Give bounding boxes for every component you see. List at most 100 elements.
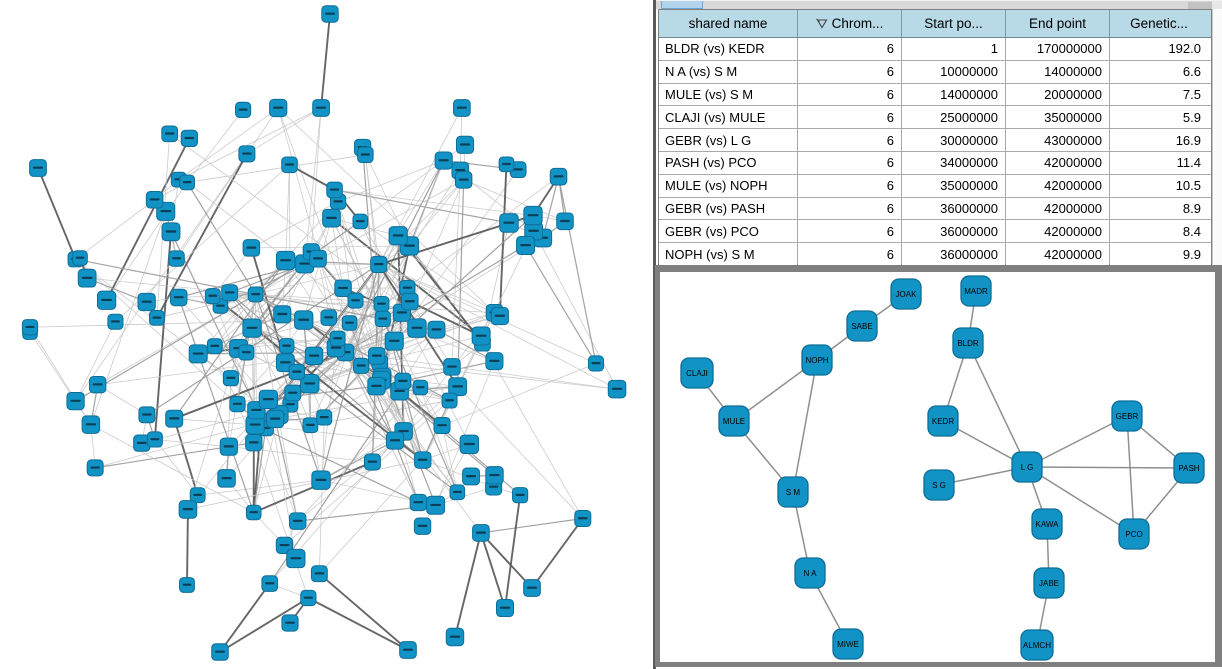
- network-node[interactable]: [302, 417, 319, 434]
- network-node[interactable]: [443, 358, 461, 376]
- network-node[interactable]: [399, 641, 417, 659]
- network-edge[interactable]: [319, 459, 424, 574]
- network-node[interactable]: [281, 156, 298, 174]
- network-edge[interactable]: [253, 414, 280, 513]
- network-edge[interactable]: [178, 107, 322, 180]
- table-row[interactable]: N A (vs) S M 6 10000000 14000000 6.6: [659, 60, 1211, 84]
- column-header[interactable]: Chrom...: [798, 10, 902, 37]
- network-node[interactable]: [29, 159, 47, 177]
- network-node[interactable]: [278, 338, 295, 354]
- network-node[interactable]: [454, 171, 473, 189]
- network-edge[interactable]: [504, 495, 522, 609]
- network-node[interactable]: [347, 292, 364, 309]
- network-edge[interactable]: [378, 264, 470, 445]
- network-node[interactable]: S M: [777, 476, 809, 508]
- network-node[interactable]: [412, 379, 429, 396]
- network-node[interactable]: [329, 330, 346, 347]
- network-edge[interactable]: [75, 259, 238, 405]
- network-edge[interactable]: [454, 532, 482, 638]
- network-node[interactable]: [574, 509, 592, 528]
- table-row[interactable]: NOPH (vs) S M 6 36000000 42000000 9.9: [659, 243, 1211, 265]
- network-node[interactable]: [86, 459, 104, 477]
- network-edge[interactable]: [409, 179, 464, 247]
- network-node[interactable]: [322, 208, 341, 228]
- network-edge[interactable]: [422, 459, 494, 488]
- network-edge[interactable]: [106, 182, 188, 301]
- network-edge[interactable]: [75, 321, 116, 402]
- network-node[interactable]: [495, 598, 515, 618]
- network-edge[interactable]: [382, 318, 495, 362]
- network-node[interactable]: [485, 352, 504, 371]
- network-node[interactable]: [512, 487, 529, 504]
- network-edge[interactable]: [531, 517, 584, 589]
- network-node[interactable]: [434, 151, 453, 170]
- network-edge[interactable]: [37, 167, 77, 260]
- network-node[interactable]: [409, 493, 428, 512]
- network-edge[interactable]: [173, 418, 199, 496]
- network-edge[interactable]: [480, 532, 533, 589]
- network-edge[interactable]: [29, 327, 92, 425]
- network-node[interactable]: [107, 313, 124, 330]
- network-edge[interactable]: [297, 387, 421, 522]
- network-node[interactable]: N A: [794, 557, 826, 589]
- network-edge[interactable]: [482, 342, 584, 519]
- network-node[interactable]: [311, 470, 331, 490]
- network-edge[interactable]: [525, 245, 597, 364]
- table-scrollbar[interactable]: [1212, 9, 1222, 266]
- network-node[interactable]: [472, 524, 490, 542]
- table-row[interactable]: GEBR (vs) PCO 6 36000000 42000000 8.4: [659, 220, 1211, 244]
- network-edge[interactable]: [154, 439, 229, 448]
- network-edge[interactable]: [436, 329, 495, 362]
- network-node[interactable]: [275, 536, 293, 554]
- network-edge[interactable]: [364, 154, 384, 319]
- network-node[interactable]: [72, 250, 88, 266]
- panel-tab-fragment[interactable]: [661, 1, 703, 9]
- network-node[interactable]: ALMCH: [1020, 629, 1054, 661]
- network-edge[interactable]: [318, 417, 325, 574]
- network-edge[interactable]: [255, 179, 464, 295]
- network-edge[interactable]: [1026, 415, 1128, 468]
- table-row[interactable]: GEBR (vs) PASH 6 36000000 42000000 8.9: [659, 197, 1211, 221]
- network-node[interactable]: SABE: [846, 310, 878, 342]
- network-node[interactable]: [310, 565, 328, 583]
- network-node[interactable]: [288, 512, 307, 530]
- network-node[interactable]: L G: [1011, 451, 1043, 483]
- network-node[interactable]: [189, 487, 206, 504]
- network-edge[interactable]: [345, 312, 403, 353]
- network-edge[interactable]: [435, 360, 495, 506]
- network-node[interactable]: [433, 416, 451, 435]
- network-node[interactable]: [374, 310, 391, 327]
- network-node[interactable]: [170, 288, 188, 307]
- network-node[interactable]: [523, 579, 541, 597]
- network-node[interactable]: MADR: [960, 275, 992, 307]
- table-row[interactable]: BLDR (vs) KEDR 6 1 170000000 192.0: [659, 38, 1211, 61]
- network-edge[interactable]: [154, 439, 198, 496]
- network-edge[interactable]: [1026, 466, 1190, 469]
- network-node[interactable]: [455, 135, 475, 154]
- network-edge[interactable]: [355, 300, 378, 357]
- network-edge[interactable]: [186, 182, 257, 295]
- network-node[interactable]: JABE: [1033, 567, 1065, 599]
- network-edge[interactable]: [153, 231, 172, 440]
- network-edge[interactable]: [378, 264, 495, 314]
- network-node[interactable]: [462, 467, 480, 486]
- network-node[interactable]: [138, 406, 156, 424]
- network-node[interactable]: [206, 338, 223, 355]
- network-node[interactable]: BLDR: [952, 327, 984, 359]
- network-edge[interactable]: [253, 442, 309, 599]
- network-edge[interactable]: [393, 169, 519, 342]
- network-node[interactable]: [341, 315, 358, 331]
- network-node[interactable]: [217, 469, 236, 488]
- network-node[interactable]: [304, 346, 324, 366]
- network-node[interactable]: S G: [923, 469, 955, 501]
- network-node[interactable]: [281, 614, 299, 632]
- network-edge[interactable]: [378, 160, 445, 265]
- network-edge[interactable]: [1126, 415, 1135, 535]
- network-edge[interactable]: [105, 137, 191, 301]
- network-edge[interactable]: [285, 164, 290, 261]
- network-edge[interactable]: [378, 264, 618, 390]
- panel-splitter[interactable]: [653, 0, 656, 669]
- network-node[interactable]: [400, 292, 419, 311]
- network-edge[interactable]: [320, 288, 344, 481]
- network-edge[interactable]: [344, 160, 445, 353]
